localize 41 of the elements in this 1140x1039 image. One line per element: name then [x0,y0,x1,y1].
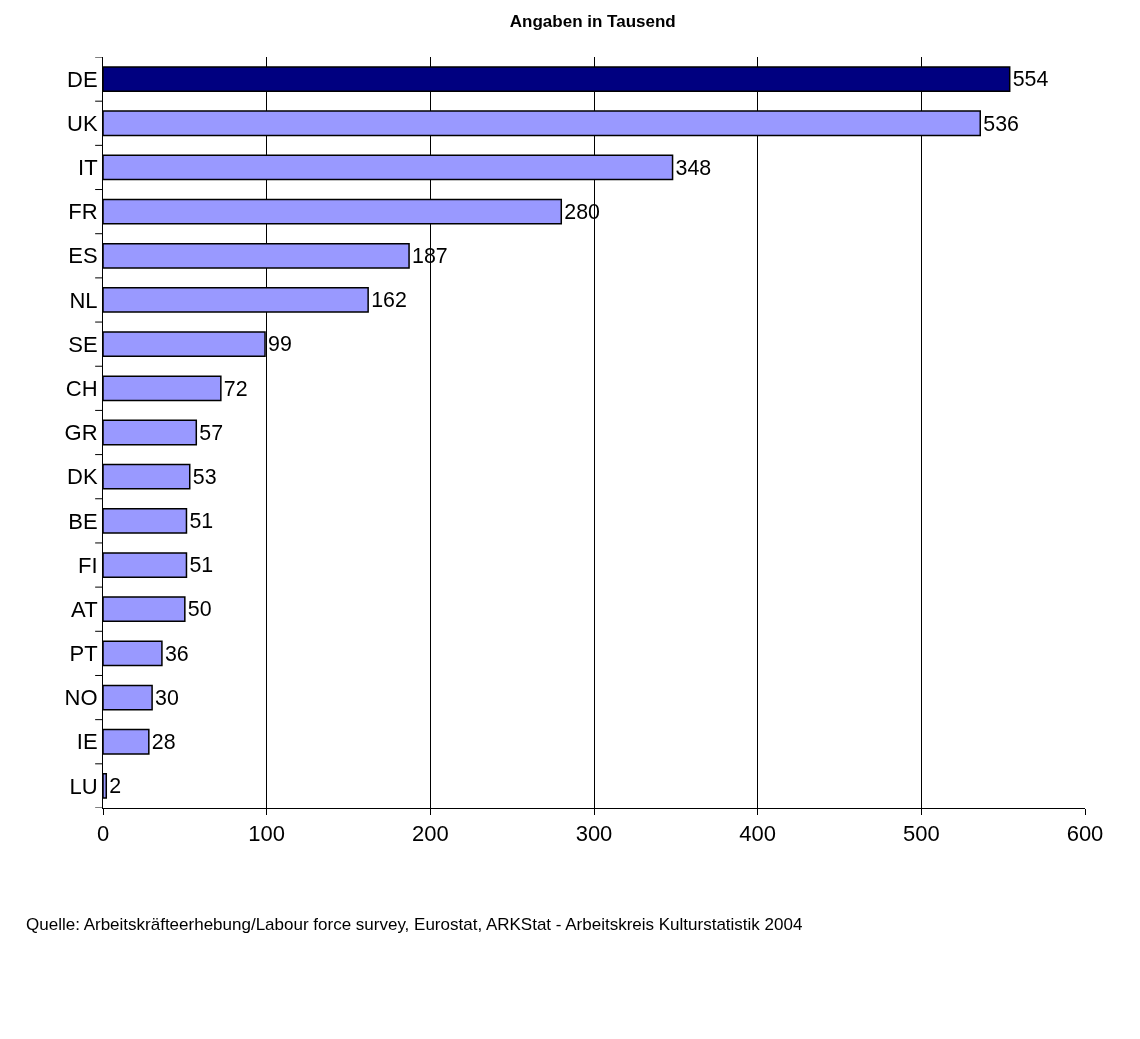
data-label: 348 [675,155,712,180]
data-label: 57 [199,420,224,445]
chart-title: Angaben in Tausend [509,12,676,32]
y-tick-label: AT [71,596,98,622]
y-tick-label: GR [64,420,98,446]
data-label: 2 [109,774,122,799]
data-label: 53 [192,464,217,489]
x-tick-label: 200 [411,821,449,847]
data-label: 51 [189,553,214,578]
data-label: 99 [268,332,292,357]
x-tick-label: 600 [1066,821,1104,847]
y-tick-label: IT [78,155,98,181]
data-label: 50 [187,597,212,622]
y-tick-label: FI [78,552,98,578]
data-label: 36 [164,641,189,666]
data-label: 72 [223,376,248,401]
data-label: 28 [151,730,176,755]
data-label: 30 [155,685,179,710]
y-tick-label: SE [68,331,98,357]
y-tick-label: BE [68,508,98,534]
y-tick-label: LU [69,773,98,799]
x-tick-label: 400 [739,821,777,847]
y-tick-label: CH [65,376,98,402]
data-label: 162 [371,288,407,313]
x-tick-label: 300 [575,821,613,847]
y-tick-label: IE [76,729,98,755]
y-tick-label: FR [68,199,98,225]
y-tick-label: NO [64,685,98,711]
y-tick-label: ES [68,243,98,269]
source-note: Quelle: Arbeitskräfteerhebung/Labour force survey, Eurostat, ARKStat - Arbeitskreis Kulturstatistik 2004 [26,915,803,934]
y-tick-label: DE [67,66,98,92]
data-label: 51 [189,509,214,534]
y-tick-label: DK [67,464,98,490]
x-tick-label: 0 [96,821,110,847]
x-tick-label: 100 [248,821,286,847]
data-label: 554 [1012,67,1049,92]
y-tick-label: PT [69,641,98,667]
y-tick-label: NL [69,287,98,313]
x-tick-label: 500 [902,821,940,847]
y-tick-label: UK [67,110,98,136]
data-label: 536 [983,111,1019,136]
